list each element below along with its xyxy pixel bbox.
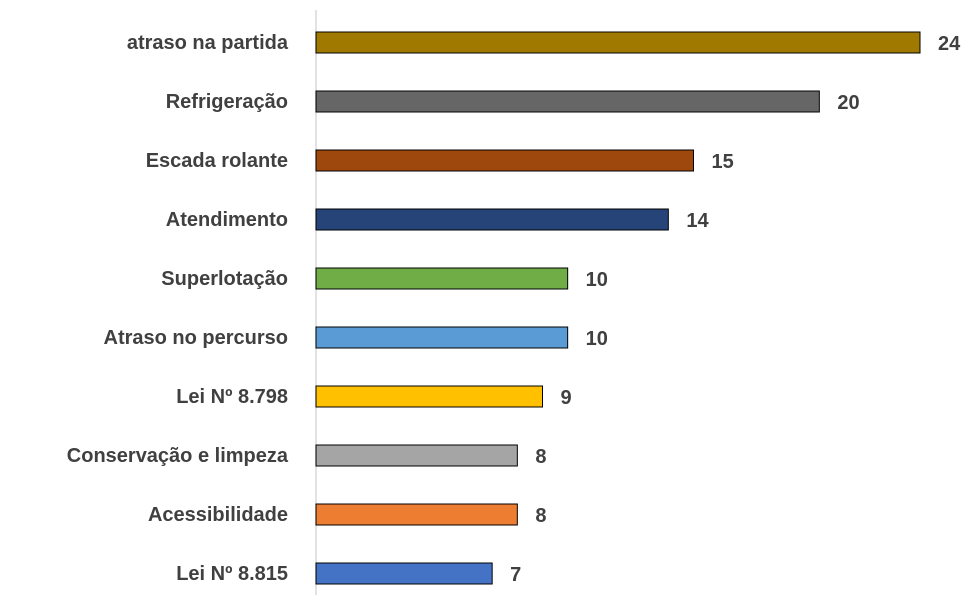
value-label: 7 [510,564,521,586]
value-label: 10 [586,328,608,350]
bar [315,149,694,172]
value-label: 24 [938,33,961,55]
value-label: 15 [712,151,734,173]
bar [315,562,493,585]
bar [315,31,921,54]
category-label: Atraso no percurso [104,327,288,349]
bar [315,90,820,113]
category-label: Superlotação [161,268,288,290]
category-label: atraso na partida [127,32,289,54]
bar [315,267,569,290]
category-label: Lei Nº 8.815 [176,563,288,585]
value-label: 20 [837,92,859,114]
bar [315,385,543,408]
category-label: Lei Nº 8.798 [176,386,288,408]
bar [315,208,669,231]
category-label: Atendimento [166,209,288,231]
category-label: Escada rolante [146,150,288,172]
category-label: Acessibilidade [148,504,288,526]
bar [315,326,569,349]
value-label: 8 [535,446,546,468]
value-label: 8 [535,505,546,527]
value-label: 14 [686,210,709,232]
value-label: 10 [586,269,608,291]
value-label: 9 [561,387,572,409]
bar [315,503,518,526]
bar [315,444,518,467]
category-label: Refrigeração [166,91,288,113]
category-label: Conservação e limpeza [67,445,289,467]
